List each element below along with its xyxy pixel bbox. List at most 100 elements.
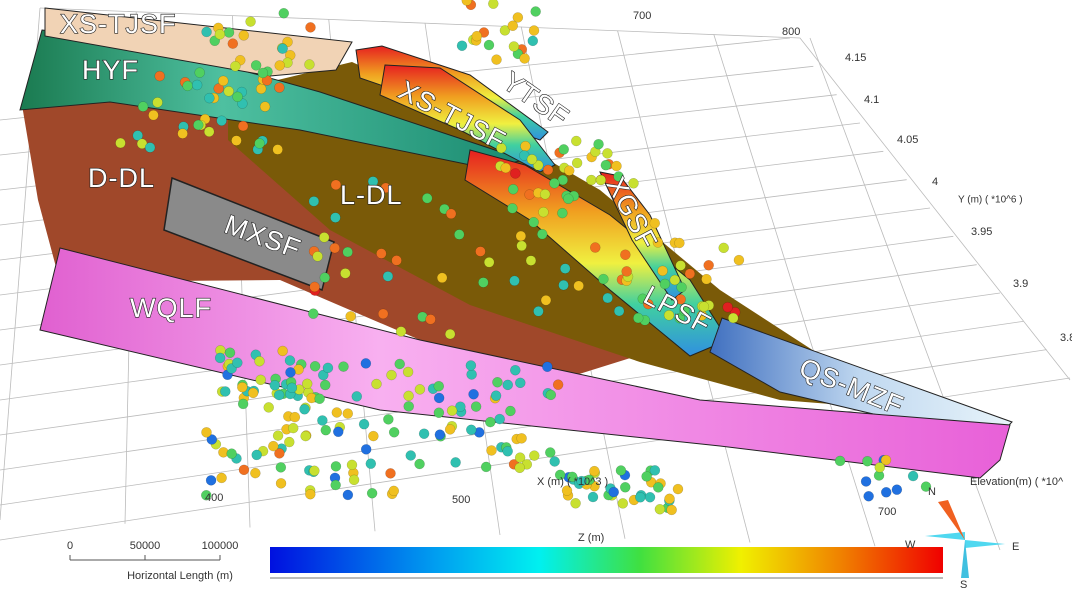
event-sphere — [598, 273, 609, 285]
event-sphere — [635, 492, 646, 503]
event-sphere — [255, 374, 266, 386]
event-sphere — [201, 26, 212, 38]
event-sphere — [453, 229, 465, 240]
event-sphere — [613, 305, 625, 317]
event-sphere — [510, 168, 521, 179]
event-sphere — [524, 189, 535, 200]
event-sphere — [259, 101, 271, 112]
event-sphere — [414, 384, 426, 395]
x-tick-label: 400 — [205, 492, 223, 504]
event-sphere — [561, 485, 573, 496]
event-sphere — [468, 388, 479, 400]
event-sphere — [194, 67, 205, 78]
event-sphere — [318, 369, 329, 381]
event-sphere — [834, 455, 846, 467]
event-sphere — [701, 273, 712, 285]
event-sphere — [641, 471, 652, 482]
event-sphere — [201, 427, 212, 438]
compass-arm — [965, 540, 1005, 548]
event-sphere — [483, 39, 495, 51]
fault-label: L-DL — [340, 180, 403, 210]
event-sphere — [545, 447, 556, 458]
event-sphere — [444, 328, 456, 340]
compass: N E S W — [905, 486, 1019, 591]
event-sphere — [250, 467, 261, 479]
event-sphere — [666, 504, 677, 516]
event-sphere — [570, 498, 581, 509]
event-sphere — [657, 265, 668, 277]
event-sphere — [880, 454, 892, 466]
event-sphere — [366, 487, 378, 499]
event-sphere — [532, 160, 544, 171]
event-sphere — [907, 470, 919, 482]
event-sphere — [649, 465, 661, 476]
event-sphere — [703, 260, 714, 271]
scale-bar: 0 50000 100000 Horizontal Length (m) — [67, 540, 238, 582]
event-sphere — [644, 491, 656, 503]
event-sphere — [466, 369, 477, 380]
event-sphere — [388, 427, 400, 438]
event-sphere — [368, 430, 379, 442]
y-tick-label: 4 — [932, 176, 938, 188]
event-sphere — [507, 184, 519, 195]
event-sphere — [433, 407, 445, 418]
compass-arm — [961, 540, 969, 578]
event-sphere — [152, 97, 163, 108]
event-sphere — [529, 450, 540, 461]
event-sphere — [403, 390, 414, 402]
event-sphere — [507, 203, 518, 214]
event-sphere — [527, 35, 539, 47]
event-sphere — [470, 401, 482, 412]
event-sphere — [664, 493, 675, 505]
event-sphere — [461, 0, 473, 6]
event-sphere — [238, 30, 249, 41]
event-sphere — [490, 390, 502, 401]
event-sphere — [268, 440, 279, 452]
event-sphere — [330, 461, 342, 472]
event-sphere — [499, 25, 511, 36]
event-sphere — [659, 278, 671, 290]
event-sphere — [478, 277, 489, 288]
compass-arm — [925, 532, 965, 540]
event-sphere — [269, 380, 281, 391]
event-sphere — [563, 193, 574, 205]
scale-label: Horizontal Length (m) — [127, 570, 233, 582]
event-sphere — [206, 434, 218, 445]
event-sphere — [516, 240, 527, 252]
event-sphere — [203, 126, 215, 137]
event-sphere — [586, 174, 597, 186]
event-sphere — [500, 162, 511, 174]
event-sphere — [319, 379, 331, 391]
event-sphere — [251, 449, 262, 461]
event-sphere — [213, 83, 224, 94]
event-sphere — [475, 246, 486, 257]
fault-label: HYF — [82, 55, 139, 85]
event-sphere — [558, 279, 569, 291]
y-tick-label: 4.15 — [845, 52, 866, 64]
event-sphere — [137, 101, 149, 112]
event-sphere — [433, 392, 445, 404]
event-sphere — [305, 488, 316, 500]
event-sphere — [319, 272, 331, 283]
event-sphere — [285, 367, 296, 378]
event-sphere — [287, 422, 299, 434]
event-sphere — [652, 237, 664, 248]
event-sphere — [254, 356, 265, 367]
event-sphere — [567, 471, 578, 483]
event-sphere — [277, 43, 288, 54]
top-tick-label: 700 — [633, 10, 651, 22]
event-sphere — [528, 25, 540, 36]
event-sphere — [718, 242, 729, 254]
event-sphere — [330, 212, 341, 223]
event-sphere — [351, 391, 363, 402]
event-sphere — [383, 414, 394, 425]
event-sphere — [402, 366, 414, 378]
event-sphere — [502, 379, 514, 391]
event-sphere — [649, 217, 660, 229]
top-tick-label: 800 — [782, 26, 800, 38]
event-sphere — [465, 360, 477, 371]
event-sphere — [238, 464, 250, 476]
event-sphere — [277, 345, 288, 357]
event-sphere — [571, 157, 583, 169]
event-sphere — [483, 257, 495, 268]
